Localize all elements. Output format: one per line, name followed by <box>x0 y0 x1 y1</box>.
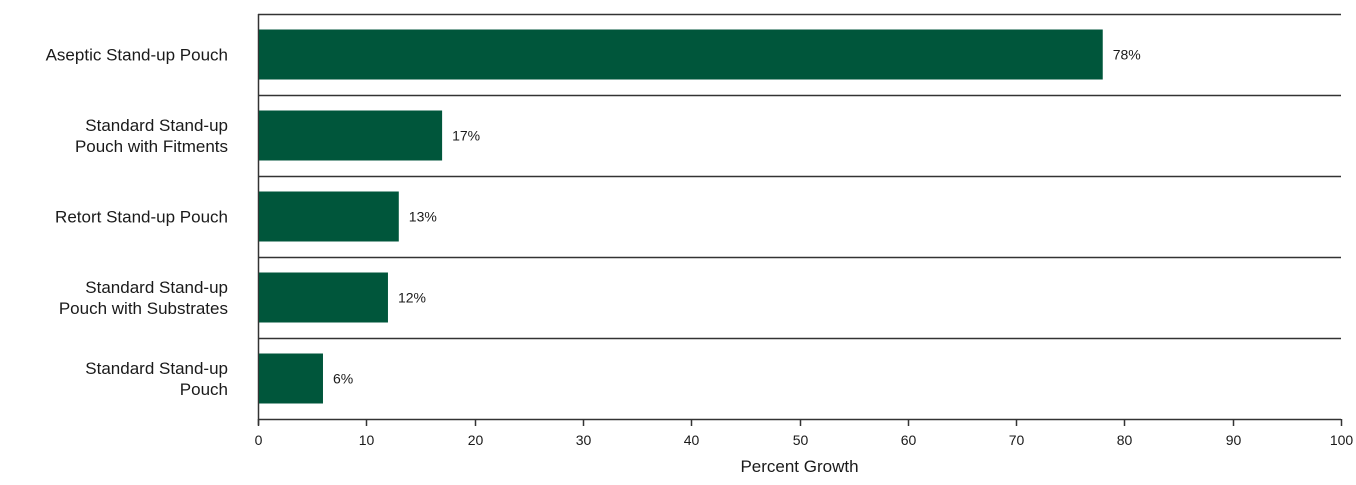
x-tick-label: 100 <box>1330 432 1354 448</box>
category-label: Standard Stand-up Pouch <box>85 359 228 399</box>
x-tick-label: 30 <box>576 432 592 448</box>
category-label: Aseptic Stand-up Pouch <box>46 46 228 65</box>
x-tick-label: 0 <box>255 432 263 448</box>
category-label: Retort Stand-up Pouch <box>55 208 228 227</box>
bar <box>259 191 399 242</box>
data-label: 78% <box>1113 47 1141 63</box>
x-tick-label: 10 <box>359 432 375 448</box>
x-tick-label: 80 <box>1117 432 1133 448</box>
bar <box>259 110 443 161</box>
x-tick-label: 20 <box>468 432 484 448</box>
data-label: 13% <box>409 209 437 225</box>
bar <box>259 29 1103 80</box>
data-label: 6% <box>333 371 353 387</box>
data-label: 17% <box>452 128 480 144</box>
x-tick-label: 70 <box>1009 432 1025 448</box>
x-tick-label: 50 <box>793 432 809 448</box>
bar <box>259 353 323 404</box>
data-label: 12% <box>398 290 426 306</box>
category-label: Standard Stand-up Pouch with Fitments <box>75 116 228 156</box>
x-axis-title: Percent Growth <box>740 457 858 476</box>
category-label: Standard Stand-up Pouch with Substrates <box>59 278 228 318</box>
x-tick-label: 60 <box>901 432 917 448</box>
x-tick-label: 40 <box>684 432 700 448</box>
x-tick-label: 90 <box>1226 432 1242 448</box>
bar <box>259 272 388 323</box>
